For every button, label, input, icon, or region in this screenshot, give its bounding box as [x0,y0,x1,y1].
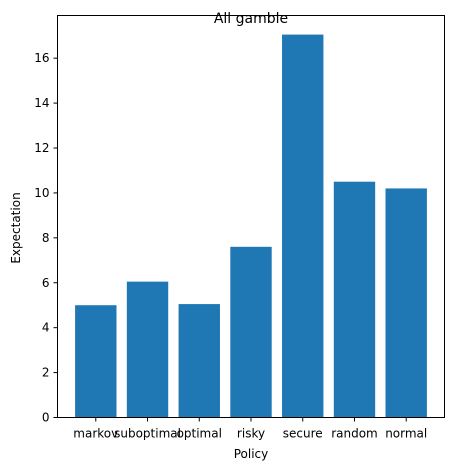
y-axis-ticks: 0 2 4 6 8 10 12 14 16 [34,51,58,425]
y-tick-label: 6 [42,276,50,290]
bar-risky [230,246,272,418]
y-tick-label: 12 [34,141,49,155]
bar-normal [385,188,427,418]
chart-title: All gamble [214,11,288,27]
y-tick-label: 14 [34,96,49,110]
x-tick-label: secure [283,427,323,441]
x-tick-label: normal [385,427,427,441]
x-tick-label: random [331,427,378,441]
y-tick-label: 4 [42,321,50,335]
bar-secure [282,34,324,418]
y-tick-label: 16 [34,51,49,65]
y-tick-label: 10 [34,186,49,200]
y-axis-label: Expectation [9,192,23,263]
x-tick-label: risky [237,427,265,441]
bars-layer [75,34,427,418]
bar-suboptimal [126,281,169,418]
bar-optimal [178,304,220,418]
bar-random [333,181,376,418]
plot-frame [57,15,445,418]
x-tick-label: optimal [177,427,222,441]
bar-markov [75,305,117,418]
y-tick-label: 0 [42,411,50,425]
y-tick-label: 2 [42,366,50,380]
x-tick-label: suboptimal [114,427,181,441]
x-axis-label: Policy [234,447,269,461]
y-tick-label: 8 [42,231,50,245]
x-tick-label: markov [73,427,118,441]
